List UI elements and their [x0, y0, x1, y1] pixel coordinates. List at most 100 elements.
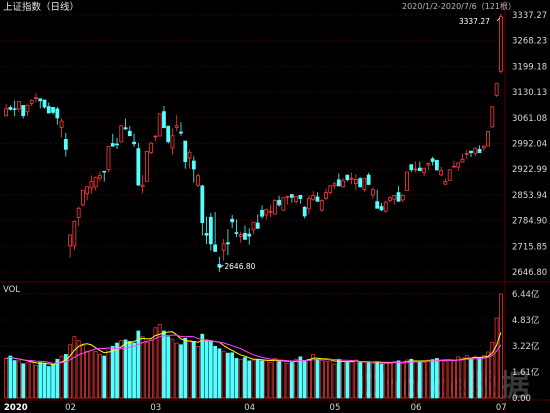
volume-bar: [456, 356, 461, 399]
price-tick-label: 3199.18: [512, 62, 547, 72]
candle: [289, 194, 294, 203]
date-tick-label: 05: [330, 403, 341, 413]
candle: [98, 171, 102, 182]
volume-bar: [234, 358, 239, 399]
volume-bar: [294, 358, 299, 399]
price-axis: 3337.27 3268.23 3199.18 3130.13 3061.08 2992.…: [512, 11, 547, 278]
candle: [238, 231, 243, 243]
price-tick-label: 3061.08: [512, 114, 547, 124]
volume-bar: [247, 360, 252, 399]
volume-bar: [102, 355, 107, 399]
volume-bar: [383, 362, 388, 399]
candle: [25, 104, 30, 116]
volume-bar: [289, 362, 294, 399]
candle: [166, 125, 171, 144]
volume-bar: [388, 362, 392, 399]
price-tick-label: 2715.85: [512, 242, 547, 252]
candle: [68, 234, 72, 258]
volume-bar: [174, 342, 179, 399]
candle: [191, 156, 196, 183]
candle: [106, 146, 111, 173]
volume-bar: [123, 339, 128, 399]
candle: [324, 188, 328, 200]
volume-bar: [85, 350, 90, 399]
volume-bar: [106, 347, 111, 399]
volume-ma-long-line: [5, 334, 502, 364]
volume-bar: [55, 358, 60, 399]
volume-bar: [298, 356, 303, 399]
volume-bar: [358, 362, 363, 399]
candle: [277, 195, 281, 207]
candle: [302, 206, 307, 219]
candle: [358, 176, 363, 188]
volume-bar: [281, 360, 286, 399]
candle: [375, 189, 380, 209]
candle: [272, 198, 277, 215]
candle: [383, 200, 388, 213]
volume-bar: [473, 356, 478, 399]
volume-bar: [166, 336, 171, 399]
date-axis: 2020 02 03 04 05 06 07: [4, 400, 507, 413]
price-candles: [4, 13, 503, 272]
volume-bar: [93, 351, 98, 399]
volume-bar: [486, 351, 490, 399]
volume-bar: [230, 352, 235, 399]
volume-bar: [464, 355, 469, 399]
candle: [174, 115, 179, 132]
volume-bar: [375, 361, 380, 399]
volume-tick-label: 1.61亿: [512, 367, 539, 378]
price-tick-label: 2922.99: [512, 165, 547, 175]
volume-bar: [422, 362, 426, 399]
volume-bar: [63, 354, 68, 399]
volume-bar: [371, 362, 375, 399]
volume-bar: [136, 330, 141, 399]
candle: [132, 133, 136, 147]
volume-bar: [226, 352, 230, 399]
volume-bar: [200, 333, 205, 399]
volume-bar: [38, 362, 43, 399]
volume-bar: [12, 360, 17, 399]
candle: [183, 140, 188, 169]
candle: [110, 133, 115, 147]
candle: [456, 162, 461, 171]
candle: [196, 173, 200, 187]
candle: [345, 174, 350, 182]
candle: [136, 143, 141, 186]
volume-bar: [144, 341, 149, 399]
volume-tick-label: 3.22亿: [512, 341, 539, 352]
volume-bar: [238, 358, 243, 399]
volume-ma-short-line: [5, 331, 502, 365]
candle: [469, 150, 473, 157]
volume-bar: [51, 364, 55, 399]
candle: [426, 162, 431, 170]
volume-bar: [217, 348, 222, 399]
volume-bar: [68, 344, 72, 399]
candle: [319, 199, 324, 212]
volume-bar: [319, 359, 324, 399]
low-price-label: 2646.80: [224, 262, 255, 271]
candle: [93, 176, 98, 191]
volume-bar: [4, 358, 9, 399]
date-tick-label: 03: [150, 403, 161, 413]
volume-bar: [127, 341, 132, 399]
candle: [89, 175, 94, 194]
volume-bar: [21, 363, 26, 399]
volume-bar: [332, 363, 337, 399]
candle: [119, 125, 124, 143]
candle: [123, 118, 128, 130]
volume-bar: [59, 355, 64, 399]
volume-tick-label: 4.83亿: [512, 315, 539, 326]
volume-bar: [405, 359, 409, 399]
volume-bar: [221, 350, 226, 399]
volume-bar: [119, 340, 124, 399]
volume-bar: [477, 357, 482, 399]
candle: [208, 213, 213, 251]
candle: [332, 181, 337, 189]
candle: [460, 153, 465, 163]
volume-bar: [110, 345, 115, 399]
candle: [473, 147, 478, 157]
volume-bar: [353, 359, 358, 399]
candle: [452, 160, 456, 168]
candle: [400, 193, 405, 203]
